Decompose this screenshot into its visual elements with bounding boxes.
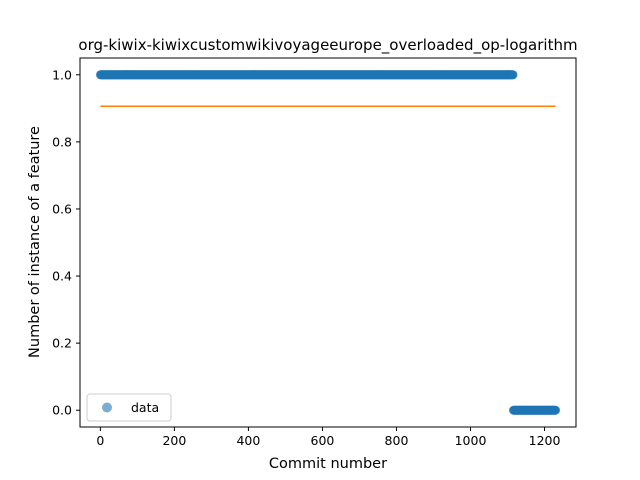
y-axis-label: Number of instance of a feature: [27, 126, 43, 358]
chart-title: org-kiwix-kiwixcustomwikivoyageeurope_ov…: [78, 36, 577, 55]
x-tick-label: 200: [162, 433, 186, 448]
y-tick-label: 0.4: [52, 269, 72, 284]
y-tick-label: 0.2: [52, 336, 72, 351]
legend-box: [86, 393, 172, 422]
x-tick-label: 600: [311, 433, 335, 448]
x-tick-label: 400: [236, 433, 260, 448]
axes-frame: [79, 57, 577, 428]
y-tick-label: 1.0: [52, 67, 72, 82]
y-tick-label: 0.8: [52, 134, 72, 149]
y-axis: 0.0 0.2 0.4 0.6 0.8 1.0: [52, 67, 80, 418]
y-tick-label: 0.6: [52, 201, 72, 216]
y-tick-label: 0.0: [52, 403, 72, 418]
legend-label-data: data: [131, 400, 159, 415]
x-tick-label: 800: [385, 433, 409, 448]
x-axis: 0 200 400 600 800 1000 1200: [96, 427, 560, 448]
data-marks: [95, 70, 561, 415]
legend: data: [86, 393, 172, 422]
x-axis-label: Commit number: [269, 456, 387, 472]
data-point: [508, 70, 518, 80]
data-point: [551, 405, 561, 415]
x-tick-label: 1000: [455, 433, 487, 448]
x-tick-label: 0: [96, 433, 104, 448]
x-tick-label: 1200: [529, 433, 561, 448]
legend-marker-data: [102, 402, 112, 413]
